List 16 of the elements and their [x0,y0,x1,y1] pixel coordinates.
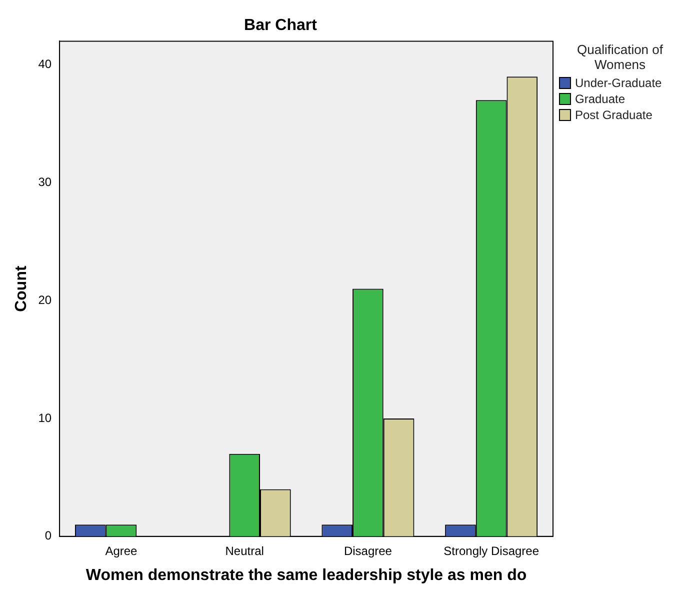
y-tick-label: 20 [38,292,52,307]
y-axis-title: Count [13,265,30,312]
legend-label: Graduate [575,92,626,106]
chart-title: Bar Chart [244,17,318,34]
x-axis-title: Women demonstrate the same leadership style as men do [86,566,527,584]
legend-label: Under-Graduate [575,76,662,90]
x-tick-label: Neutral [225,544,264,558]
y-tick-label: 40 [38,57,52,72]
legend-title: Qualification of Womens [576,42,664,72]
y-tick-label: 30 [38,175,52,189]
x-tick-label: Strongly Disagree [444,544,540,558]
x-tick-label: Agree [105,544,138,558]
y-tick-label: 0 [44,528,52,543]
legend-label: Post Graduate [575,108,652,122]
x-tick-label: Disagree [344,544,392,558]
y-tick-label: 10 [38,410,52,425]
